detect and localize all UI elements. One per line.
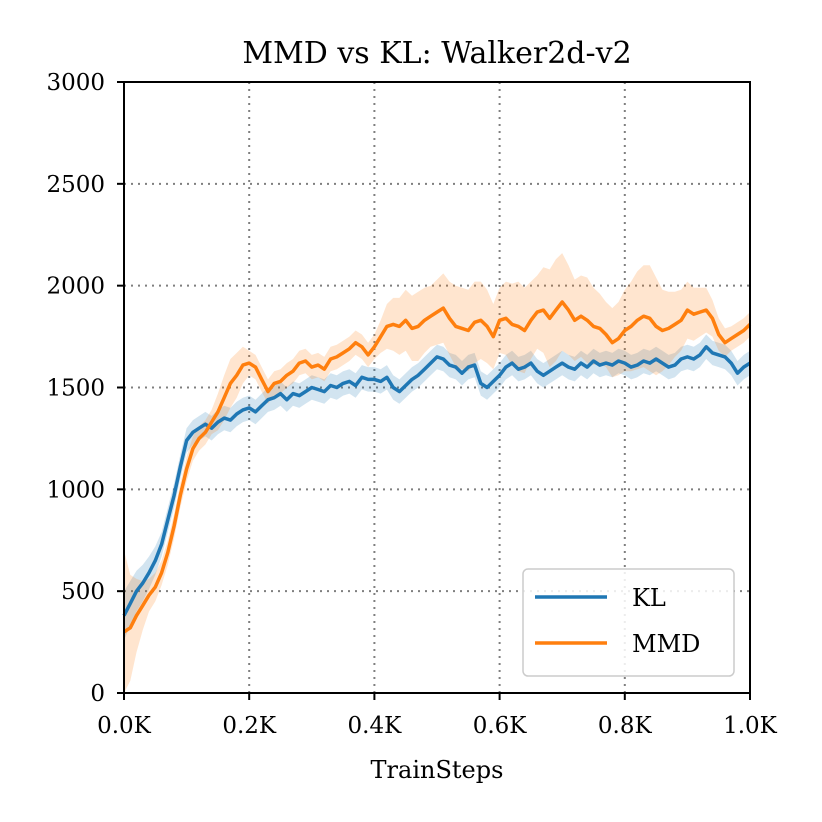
x-tick-label: 0.2K: [222, 713, 277, 739]
x-tick-label: 0.8K: [598, 713, 653, 739]
x-axis-label: TrainSteps: [371, 756, 504, 784]
series-line-kl: [122, 345, 751, 617]
y-tick-label: 2000: [46, 274, 105, 300]
series-line-mmd: [123, 300, 752, 634]
y-tick-label: 500: [61, 579, 105, 605]
x-axis: 0.0K 0.2K 0.4K 0.6K 0.8K 1.0K: [97, 693, 778, 739]
band-kl: [124, 334, 750, 640]
chart-title: MMD vs KL: Walker2d-v2: [242, 36, 631, 71]
x-tick-label: 0.0K: [97, 713, 152, 739]
y-axis: 0 500 1000 1500 2000 2500 3000: [46, 70, 124, 707]
legend-label-mmd: MMD: [632, 630, 700, 658]
x-tick-label: 1.0K: [723, 713, 778, 739]
y-tick-label: 0: [90, 681, 105, 707]
legend-box: [522, 568, 735, 677]
y-tick-label: 1000: [46, 477, 105, 503]
legend: KL MMD: [522, 568, 735, 677]
x-tick-label: 0.6K: [473, 713, 528, 739]
y-tick-label: 2500: [46, 172, 105, 198]
legend-label-kl: KL: [632, 584, 666, 612]
y-tick-label: 1500: [46, 376, 105, 402]
series-lines: [122, 300, 752, 634]
y-tick-label: 3000: [46, 70, 105, 96]
x-tick-label: 0.4K: [348, 713, 403, 739]
